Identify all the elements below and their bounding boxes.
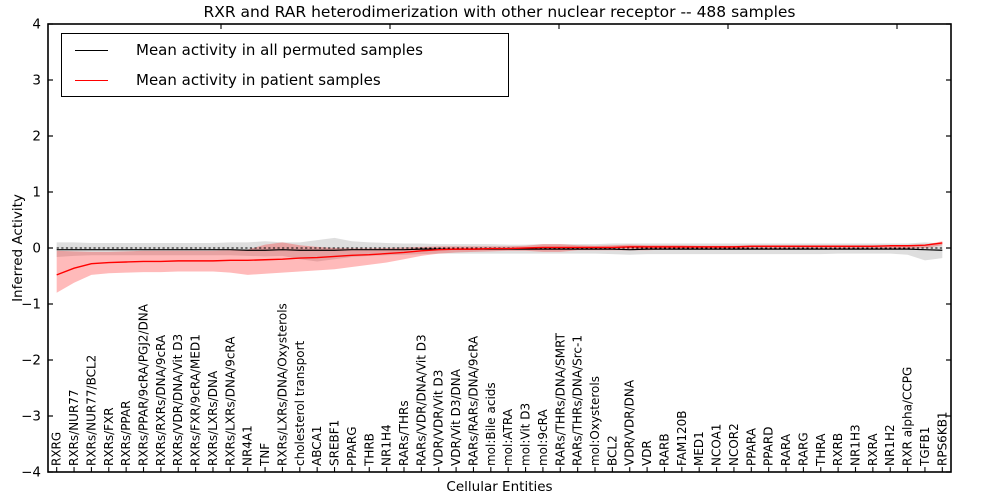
x-tick-label: ABCA1 — [310, 426, 324, 466]
x-tick-label: RXRs/NUR77 — [67, 389, 81, 466]
x-tick-label: mol:Bile acids — [484, 382, 498, 466]
x-tick-label: VDR/VDR/DNA — [623, 379, 637, 466]
x-tick-label: VDR — [640, 440, 654, 466]
legend-entry-patient: Mean activity in patient samples — [62, 66, 508, 94]
y-axis-label: Inferred Activity — [10, 194, 26, 302]
legend-label-permuted: Mean activity in all permuted samples — [136, 41, 423, 59]
x-tick-label: RXRA — [866, 433, 880, 466]
x-tick-label: VDR/Vit D3/DNA — [449, 368, 463, 466]
x-tick-label: RXRs/NUR77/BCL2 — [84, 355, 98, 466]
patient-line-sample — [75, 79, 108, 81]
x-tick-label: TNF — [258, 443, 272, 467]
y-tick-label: 4 — [32, 17, 41, 33]
x-tick-label: RARB — [657, 433, 671, 466]
x-tick-label: THRB — [362, 433, 376, 467]
x-tick-label: RARs/THRs — [397, 400, 411, 466]
y-tick-label: 3 — [32, 73, 41, 89]
x-tick-label: RARs/VDR/DNA/Vit D3 — [414, 334, 428, 466]
x-tick-label: mol:Vit D3 — [519, 403, 533, 466]
y-tick-label: 1 — [32, 185, 41, 201]
legend: Mean activity in all permuted samples Me… — [61, 33, 509, 97]
x-tick-label: mol:ATRA — [501, 408, 515, 466]
permuted-line-sample — [75, 49, 108, 51]
x-tick-label: RARs/THRs/DNA/SMRT — [553, 332, 567, 466]
x-tick-label: NR1H2 — [883, 424, 897, 466]
x-tick-label: RXRB — [831, 433, 845, 466]
y-tick-label: −3 — [21, 409, 41, 425]
x-tick-label: RXRs/RXRs/DNA/9cRA — [154, 334, 168, 466]
x-tick-label: VDR/VDR/Vit D3 — [432, 370, 446, 466]
x-tick-label: RARs/THRs/DNA/Src-1 — [571, 335, 585, 466]
x-tick-label: PPARA — [744, 427, 758, 466]
x-tick-label: FAM120B — [675, 411, 689, 467]
x-tick-label: BCL2 — [605, 435, 619, 466]
legend-label-patient: Mean activity in patient samples — [136, 71, 381, 89]
x-tick-label: RXRs/FXR/9cRA/MED1 — [189, 334, 203, 466]
y-tick-label: −4 — [21, 465, 41, 481]
x-tick-label: RXRs/FXR — [102, 407, 116, 466]
x-tick-label: cholesterol transport — [293, 340, 307, 466]
x-tick-label: PPARD — [762, 427, 776, 467]
y-tick-label: 0 — [32, 241, 41, 257]
x-tick-label: NCOA1 — [710, 424, 724, 466]
x-tick-label: NR1H3 — [848, 424, 862, 466]
patient-mean-line — [56, 242, 943, 276]
y-tick-label: −2 — [21, 353, 41, 369]
x-tick-label: RPS6KB1 — [935, 411, 949, 466]
x-tick-label: RXRs/LXRs/DNA/9cRA — [223, 336, 237, 466]
y-tick-label: 2 — [32, 129, 41, 145]
x-tick-label: NR4A1 — [241, 425, 255, 466]
x-axis-label: Cellular Entities — [446, 479, 553, 495]
x-tick-label: mol:9cRA — [536, 409, 550, 466]
x-tick-label: TGFB1 — [918, 427, 932, 467]
x-tick-label: THRA — [814, 433, 828, 467]
x-tick-label: RXRs/PPAR/9cRA/PGJ2/DNA — [137, 303, 151, 466]
x-tick-label: MED1 — [692, 431, 706, 466]
x-tick-label: NCOR2 — [727, 423, 741, 466]
x-tick-label: RARG — [796, 432, 810, 466]
patient-band — [56, 241, 943, 293]
x-tick-label: RXRs/VDR/DNA/Vit D3 — [171, 334, 185, 466]
x-tick-label: RARs/RARs/DNA/9cRA — [466, 335, 480, 466]
x-tick-label: RXRs/LXRs/DNA/Oxysterols — [275, 303, 289, 466]
x-tick-label: RXRG — [50, 432, 64, 466]
x-tick-label: RXRs/PPAR — [119, 401, 133, 466]
x-tick-label: RXRs/LXRs/DNA — [206, 370, 220, 466]
x-tick-label: SREBF1 — [328, 420, 342, 466]
x-tick-label: RXR alpha/CCPG — [901, 367, 915, 466]
x-tick-label: PPARG — [345, 426, 359, 466]
chart-title: RXR and RAR heterodimerization with othe… — [203, 3, 796, 21]
x-tick-label: RARA — [779, 433, 793, 466]
x-tick-label: NR1H4 — [380, 424, 394, 466]
y-tick-label: −1 — [21, 297, 41, 313]
legend-entry-permuted: Mean activity in all permuted samples — [62, 36, 508, 64]
x-tick-label: mol:Oxysterols — [588, 376, 602, 466]
